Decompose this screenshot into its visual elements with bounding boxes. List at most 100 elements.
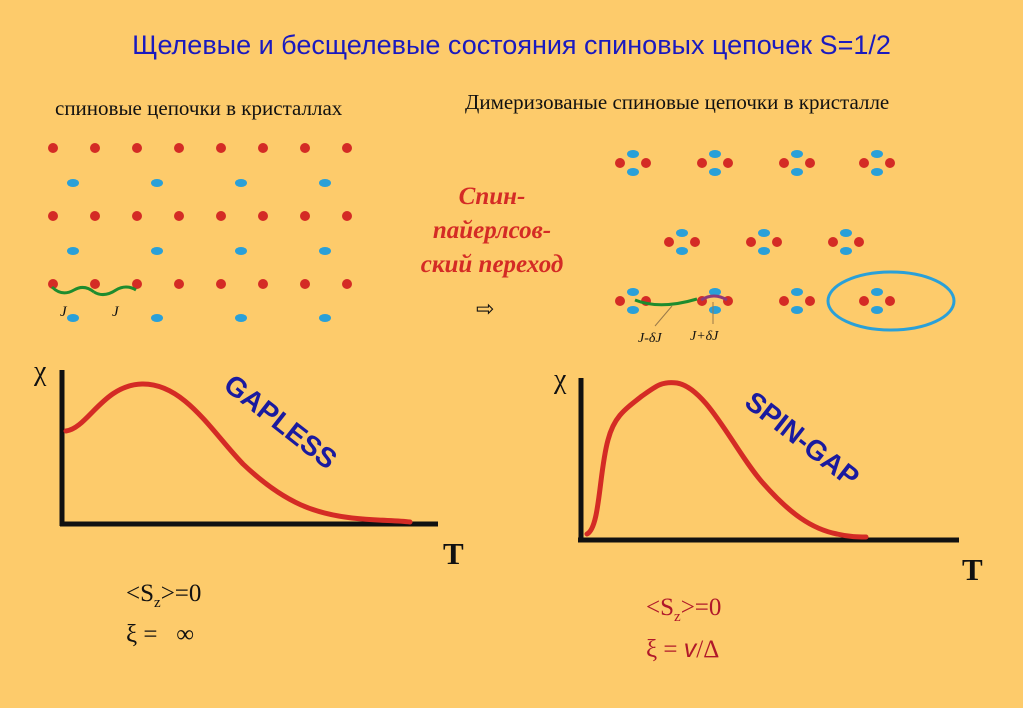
dimer-site-red bbox=[859, 296, 869, 306]
dimer-site-blue bbox=[758, 247, 770, 255]
dimer-site-blue bbox=[709, 306, 721, 314]
dimerized-chain-lattice bbox=[615, 150, 895, 314]
dimer-site-blue bbox=[871, 150, 883, 158]
spin-site-red bbox=[216, 143, 226, 153]
dimer-site-red bbox=[615, 158, 625, 168]
dimer-site-red bbox=[885, 158, 895, 168]
left-plot-chi-label: χ bbox=[33, 356, 47, 387]
dimer-site-blue bbox=[627, 288, 639, 296]
gapless-sz-line: <Sz>=0 bbox=[126, 580, 202, 611]
dimer-site-blue bbox=[676, 229, 688, 237]
dimer-site-blue bbox=[709, 150, 721, 158]
spin-site-red bbox=[132, 143, 142, 153]
dimer-site-blue bbox=[871, 306, 883, 314]
coupling-label-j-minus-dj: J-δJ bbox=[638, 331, 662, 346]
spin-site-red bbox=[258, 211, 268, 221]
right-chain-caption: Димеризованые спиновые цепочки в кристал… bbox=[465, 90, 890, 114]
gapless-correlation-length: ξ = ∞ bbox=[126, 621, 195, 648]
spin-site-blue bbox=[235, 179, 247, 187]
dimer-site-blue bbox=[676, 247, 688, 255]
dimer-site-red bbox=[779, 158, 789, 168]
spin-site-red bbox=[342, 211, 352, 221]
spin-site-red bbox=[174, 211, 184, 221]
dimer-site-red bbox=[723, 158, 733, 168]
spin-site-red bbox=[48, 211, 58, 221]
dimer-site-blue bbox=[758, 229, 770, 237]
dimer-site-blue bbox=[791, 306, 803, 314]
spin-site-red bbox=[216, 211, 226, 221]
dimer-site-blue bbox=[627, 168, 639, 176]
dimer-site-red bbox=[690, 237, 700, 247]
dimer-site-blue bbox=[627, 150, 639, 158]
spin-site-blue bbox=[67, 314, 79, 322]
dimer-site-blue bbox=[709, 168, 721, 176]
right-susceptibility-curve bbox=[584, 380, 869, 540]
dimer-site-blue bbox=[791, 150, 803, 158]
dimer-site-red bbox=[746, 237, 756, 247]
dimer-site-red bbox=[772, 237, 782, 247]
spin-site-red bbox=[90, 211, 100, 221]
dimer-highlight-ring bbox=[826, 270, 956, 332]
coupling-bracket-1 bbox=[50, 285, 95, 295]
dimer-site-red bbox=[697, 158, 707, 168]
spin-peierls-transition-label: Спин- пайерлсов- ский переход bbox=[392, 180, 592, 282]
dimer-site-red bbox=[779, 296, 789, 306]
spin-site-blue bbox=[319, 314, 331, 322]
dimer-site-red bbox=[828, 237, 838, 247]
spin-site-red bbox=[90, 279, 100, 289]
transition-arrow-icon: ⇨ bbox=[476, 296, 495, 321]
spin-site-blue bbox=[235, 314, 247, 322]
dimer-site-blue bbox=[709, 288, 721, 296]
dimer-site-red bbox=[854, 237, 864, 247]
spin-site-red bbox=[48, 143, 58, 153]
spin-site-blue bbox=[319, 179, 331, 187]
coupling-bracket-weak bbox=[634, 297, 698, 307]
coupling-label-j-plus-dj: J+δJ bbox=[690, 329, 719, 344]
spin-site-red bbox=[174, 279, 184, 289]
spin-site-blue bbox=[319, 247, 331, 255]
dimer-site-blue bbox=[840, 247, 852, 255]
dimer-site-blue bbox=[840, 229, 852, 237]
spin-site-red bbox=[300, 143, 310, 153]
spin-site-red bbox=[216, 279, 226, 289]
pointer-line-weak bbox=[654, 305, 673, 327]
coupling-bracket-2 bbox=[93, 285, 137, 297]
spin-gap-sz-line: <Sz>=0 bbox=[646, 594, 722, 625]
dimer-site-red bbox=[641, 158, 651, 168]
dimer-site-red bbox=[615, 296, 625, 306]
page-title: Щелевые и бесщелевые состояния спиновых … bbox=[132, 30, 891, 60]
spin-site-red bbox=[132, 211, 142, 221]
spin-site-blue bbox=[151, 314, 163, 322]
spin-site-red bbox=[258, 279, 268, 289]
spin-site-blue bbox=[151, 247, 163, 255]
spin-site-red bbox=[90, 143, 100, 153]
spin-gap-formula: <Sz>=0 ξ = v/Δ bbox=[646, 592, 721, 666]
coupling-label-j-1: J bbox=[60, 304, 68, 320]
transition-line-2: пайерлсов- bbox=[432, 217, 552, 244]
right-plot-chi-label: χ bbox=[553, 364, 567, 395]
spin-site-red bbox=[48, 279, 58, 289]
spin-site-red bbox=[342, 279, 352, 289]
dimer-site-red bbox=[885, 296, 895, 306]
spin-site-red bbox=[174, 143, 184, 153]
spin-site-red bbox=[300, 211, 310, 221]
spin-site-red bbox=[342, 143, 352, 153]
spin-site-blue bbox=[67, 247, 79, 255]
dimer-site-red bbox=[664, 237, 674, 247]
spin-gap-correlation-length: ξ = v/Δ bbox=[646, 635, 720, 663]
dimer-site-red bbox=[805, 158, 815, 168]
dimer-site-red bbox=[859, 158, 869, 168]
left-susceptibility-curve bbox=[63, 381, 413, 525]
spin-site-red bbox=[132, 279, 142, 289]
dimer-site-blue bbox=[627, 306, 639, 314]
transition-line-3: ский переход bbox=[420, 251, 564, 278]
coupling-label-j-2: J bbox=[112, 304, 120, 320]
left-plot-t-label: T bbox=[443, 536, 464, 571]
spin-site-blue bbox=[235, 247, 247, 255]
dimer-site-blue bbox=[791, 168, 803, 176]
spin-site-red bbox=[300, 279, 310, 289]
left-chain-caption: спиновые цепочки в кристаллах bbox=[55, 96, 343, 120]
gapless-formula: <Sz>=0 ξ = ∞ bbox=[126, 578, 201, 651]
right-plot-t-label: T bbox=[962, 552, 983, 587]
